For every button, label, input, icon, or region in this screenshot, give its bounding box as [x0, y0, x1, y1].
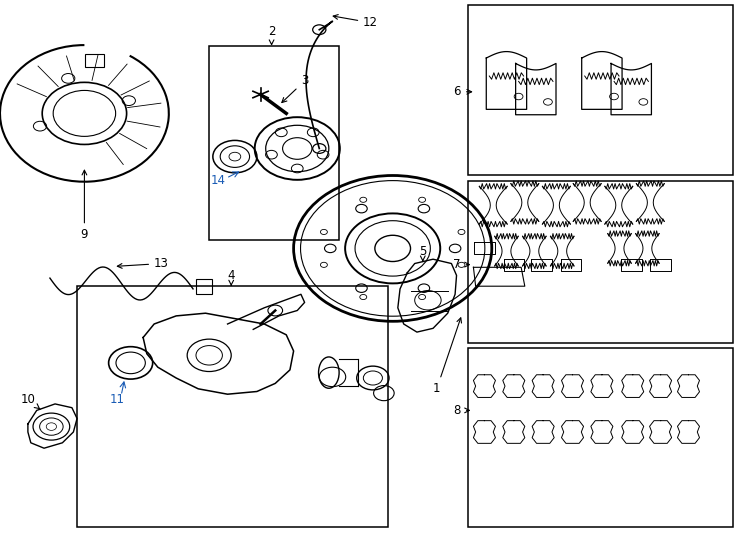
Bar [468, 181, 733, 343]
Text: 7: 7 [454, 258, 470, 271]
Bar [77, 286, 388, 526]
Bar [85, 53, 104, 67]
Text: 5: 5 [419, 245, 426, 261]
Text: 13: 13 [117, 257, 169, 270]
Text: 3: 3 [282, 75, 308, 103]
Bar [468, 5, 733, 176]
Text: 1: 1 [433, 318, 462, 395]
Bar [209, 46, 339, 240]
Text: 14: 14 [211, 174, 225, 187]
Text: 11: 11 [110, 393, 125, 406]
Text: 2: 2 [268, 25, 275, 45]
Text: 6: 6 [454, 85, 472, 98]
Text: 8: 8 [454, 404, 470, 417]
Text: 12: 12 [333, 15, 378, 29]
Text: 10: 10 [21, 393, 40, 409]
Bar [468, 348, 733, 526]
Text: 4: 4 [228, 269, 235, 285]
Bar [196, 279, 212, 294]
Text: 9: 9 [81, 170, 88, 241]
